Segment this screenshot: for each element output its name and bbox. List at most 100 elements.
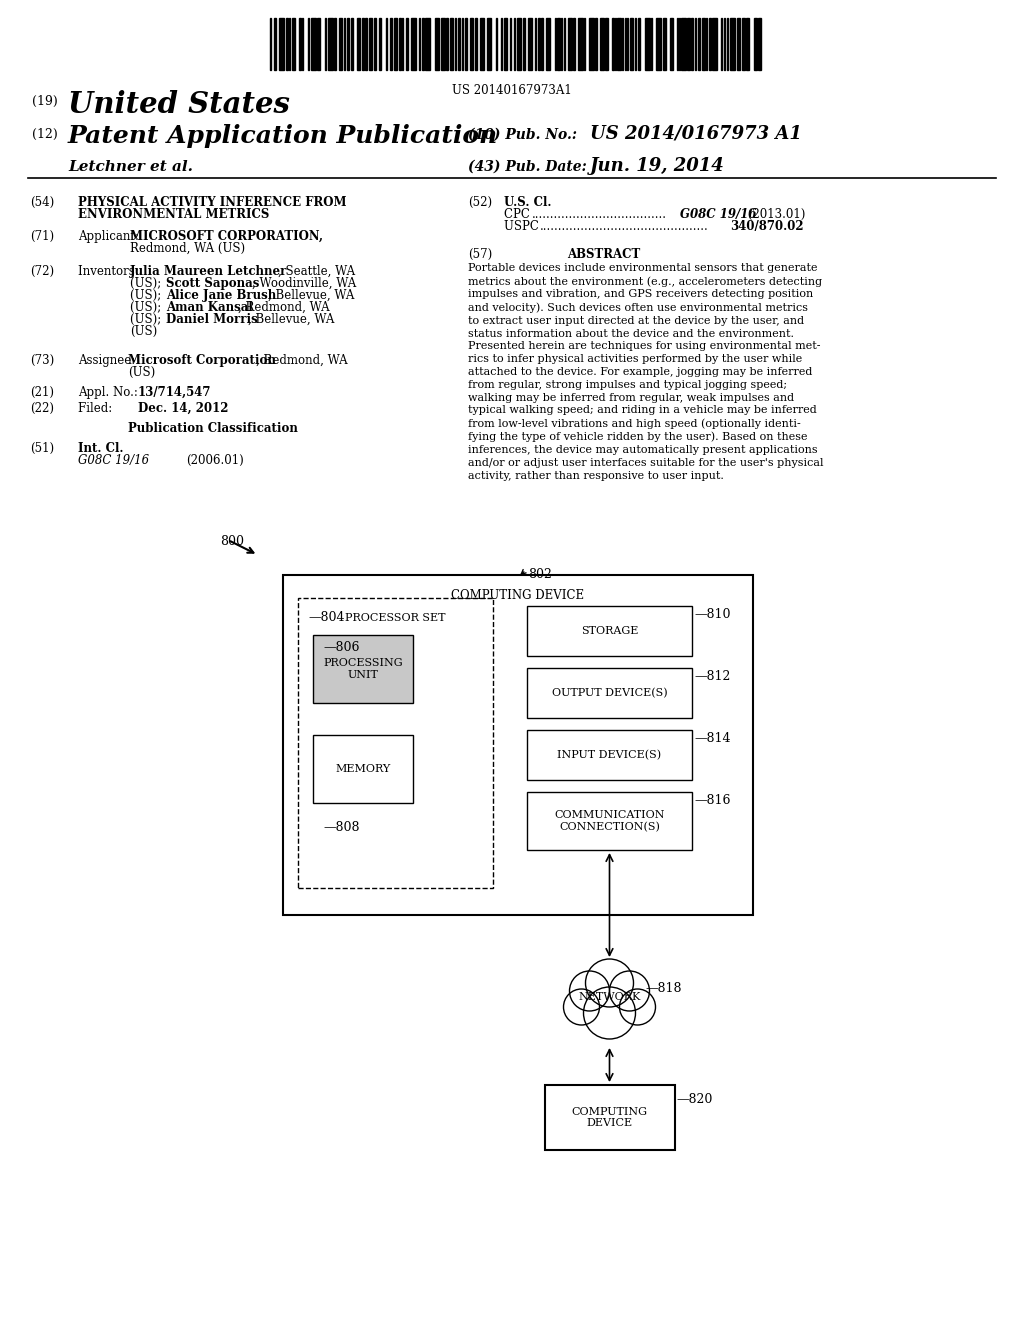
Text: COMMUNICATION
CONNECTION(S): COMMUNICATION CONNECTION(S): [554, 810, 665, 832]
Bar: [573, 18, 575, 70]
Bar: [425, 18, 430, 70]
Text: ....................................: ....................................: [532, 209, 667, 220]
Text: CPC: CPC: [504, 209, 534, 220]
Text: PHYSICAL ACTIVITY INFERENCE FROM: PHYSICAL ACTIVITY INFERENCE FROM: [78, 195, 346, 209]
Text: (US);: (US);: [130, 277, 165, 290]
Bar: [589, 18, 594, 70]
Bar: [465, 18, 467, 70]
Bar: [698, 18, 700, 70]
Bar: [362, 18, 364, 70]
Text: ENVIRONMENTAL METRICS: ENVIRONMENTAL METRICS: [78, 209, 269, 220]
Text: (2013.01): (2013.01): [744, 209, 805, 220]
Text: Redmond, WA (US): Redmond, WA (US): [130, 242, 245, 255]
Bar: [527, 730, 692, 780]
Bar: [379, 18, 381, 70]
Text: (2006.01): (2006.01): [186, 454, 244, 467]
Text: INPUT DEVICE(S): INPUT DEVICE(S): [557, 750, 662, 760]
Text: United States: United States: [68, 90, 290, 119]
Text: (22): (22): [30, 403, 54, 414]
Text: COMPUTING
DEVICE: COMPUTING DEVICE: [571, 1106, 647, 1129]
Bar: [557, 18, 560, 70]
Bar: [687, 18, 690, 70]
Text: (US): (US): [128, 366, 156, 379]
Bar: [538, 18, 540, 70]
Bar: [528, 18, 532, 70]
Bar: [681, 18, 686, 70]
Bar: [317, 18, 319, 70]
Text: STORAGE: STORAGE: [581, 626, 638, 636]
Text: US 20140167973A1: US 20140167973A1: [453, 84, 571, 96]
Bar: [374, 18, 376, 70]
Text: (72): (72): [30, 265, 54, 279]
Text: , Redmond, WA: , Redmond, WA: [256, 354, 347, 367]
Text: —814: —814: [694, 733, 730, 744]
Bar: [299, 18, 301, 70]
Bar: [274, 18, 276, 70]
Text: —818: —818: [645, 982, 682, 995]
Bar: [313, 735, 413, 803]
Text: G08C 19/16: G08C 19/16: [680, 209, 757, 220]
Text: , Redmond, WA: , Redmond, WA: [238, 301, 330, 314]
Text: Int. Cl.: Int. Cl.: [78, 442, 124, 455]
Text: (10) Pub. No.:: (10) Pub. No.:: [468, 128, 577, 143]
Text: Daniel Morris: Daniel Morris: [166, 313, 258, 326]
Text: Microsoft Corporation: Microsoft Corporation: [128, 354, 275, 367]
Bar: [656, 18, 662, 70]
Text: 13/714,547: 13/714,547: [138, 385, 212, 399]
Bar: [630, 18, 633, 70]
Bar: [545, 1085, 675, 1150]
Text: (US);: (US);: [130, 301, 165, 314]
Text: —806: —806: [323, 642, 359, 653]
Text: —820: —820: [677, 1093, 713, 1106]
Bar: [578, 18, 583, 70]
Text: , Seattle, WA: , Seattle, WA: [278, 265, 355, 279]
Bar: [691, 18, 693, 70]
Text: , Woodinville, WA: , Woodinville, WA: [252, 277, 356, 290]
Text: (52): (52): [468, 195, 493, 209]
Text: Dec. 14, 2012: Dec. 14, 2012: [138, 403, 228, 414]
Bar: [369, 18, 372, 70]
Text: (US);: (US);: [130, 289, 165, 302]
Circle shape: [569, 972, 609, 1011]
Bar: [645, 18, 650, 70]
Text: NETWORK: NETWORK: [579, 993, 641, 1002]
Circle shape: [563, 989, 599, 1026]
Text: Patent Application Publication: Patent Application Publication: [68, 124, 498, 148]
Bar: [568, 18, 572, 70]
Text: —810: —810: [694, 609, 730, 620]
Bar: [702, 18, 705, 70]
Bar: [458, 18, 460, 70]
Text: PROCESSING
UNIT: PROCESSING UNIT: [324, 659, 402, 680]
Bar: [313, 635, 413, 704]
Text: (19): (19): [32, 95, 57, 108]
Bar: [758, 18, 761, 70]
Circle shape: [620, 989, 655, 1026]
Text: Letchner et al.: Letchner et al.: [68, 160, 193, 174]
Bar: [612, 18, 614, 70]
Bar: [523, 18, 525, 70]
Text: —808: —808: [323, 821, 359, 834]
Bar: [600, 18, 604, 70]
Text: Filed:: Filed:: [78, 403, 131, 414]
Text: COMPUTING DEVICE: COMPUTING DEVICE: [452, 589, 585, 602]
Bar: [357, 18, 360, 70]
Bar: [450, 18, 453, 70]
Bar: [351, 18, 353, 70]
Text: Inventors:: Inventors:: [78, 265, 142, 279]
Text: (US): (US): [130, 325, 158, 338]
Text: (US);: (US);: [130, 313, 165, 326]
Bar: [292, 18, 295, 70]
Bar: [470, 18, 473, 70]
Bar: [347, 18, 349, 70]
Bar: [617, 18, 621, 70]
Text: —812: —812: [694, 671, 730, 682]
Text: (21): (21): [30, 385, 54, 399]
Bar: [411, 18, 416, 70]
Bar: [663, 18, 666, 70]
Bar: [286, 18, 288, 70]
Text: Applicant:: Applicant:: [78, 230, 142, 243]
Bar: [746, 18, 749, 70]
Text: (57): (57): [468, 248, 493, 261]
Bar: [480, 18, 484, 70]
Text: Appl. No.:: Appl. No.:: [78, 385, 141, 399]
